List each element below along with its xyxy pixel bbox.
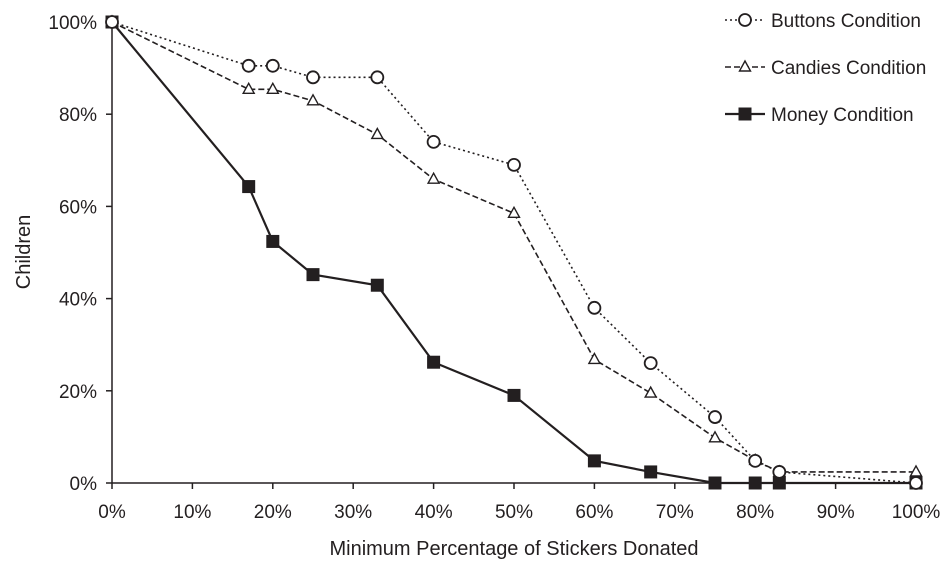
legend-item: Money Condition (725, 105, 914, 126)
legend-label: Candies Condition (771, 58, 926, 79)
y-tick-label: 40% (59, 290, 97, 311)
x-tick-label: 10% (173, 502, 211, 523)
triangle-marker (426, 171, 441, 184)
series-money-condition (105, 15, 923, 490)
x-tick-label: 70% (656, 502, 694, 523)
legend-label: Buttons Condition (771, 11, 921, 32)
circle-marker (265, 58, 280, 73)
x-tick-label: 20% (254, 502, 292, 523)
square-marker (266, 234, 280, 248)
legend-item: Buttons Condition (725, 11, 921, 32)
series-buttons-condition (105, 15, 923, 490)
triangle-marker (266, 81, 280, 95)
x-tick-label: 30% (334, 502, 372, 523)
x-tick-label: 80% (736, 502, 774, 523)
triangle-marker (708, 430, 722, 443)
circle-marker (643, 356, 658, 371)
circle-marker (708, 410, 722, 424)
circle-marker (507, 158, 521, 172)
x-tick-label: 40% (415, 502, 453, 523)
y-tick-label: 0% (70, 474, 98, 495)
square-marker (708, 476, 722, 490)
circle-marker (105, 15, 119, 29)
x-tick-label: 50% (495, 502, 533, 523)
circle-marker (587, 300, 602, 315)
x-tick-label: 90% (817, 502, 855, 523)
x-tick-label: 60% (575, 502, 613, 523)
y-axis-label: Children (13, 215, 35, 289)
series-candies-condition (105, 14, 923, 477)
square-marker (587, 454, 601, 468)
legend: Buttons Condition Candies Condition Money … (725, 11, 926, 126)
y-tick-label: 100% (48, 13, 97, 34)
series-line (111, 21, 916, 485)
x-ticks: 0% 10% 20% 30% 40% 50% 60% 70% 80% 90% 100% (98, 483, 940, 523)
x-tick-label: 0% (98, 502, 126, 523)
circle-marker (738, 13, 752, 27)
x-tick-label: 100% (892, 502, 941, 523)
y-tick-label: 80% (59, 105, 97, 126)
square-marker (306, 268, 320, 282)
circle-marker (306, 70, 320, 85)
square-marker (427, 355, 441, 369)
triangle-marker (909, 464, 923, 477)
y-tick-label: 20% (59, 382, 97, 403)
square-marker (242, 180, 256, 194)
square-marker (748, 476, 762, 490)
series-line (111, 21, 916, 473)
square-marker (644, 465, 658, 479)
triangle-marker (241, 81, 256, 95)
triangle-marker (738, 59, 752, 72)
axes (111, 22, 916, 484)
circle-marker (370, 70, 385, 85)
triangle-marker (587, 351, 602, 365)
series-line (111, 21, 917, 484)
circle-marker (426, 134, 441, 149)
legend-label: Money Condition (771, 105, 914, 126)
triangle-marker (507, 205, 521, 219)
triangle-marker (643, 385, 658, 398)
y-ticks: 0% 20% 40% 60% 80% 100% (48, 13, 112, 495)
legend-item: Candies Condition (725, 58, 926, 79)
x-axis-label: Minimum Percentage of Stickers Donated (329, 538, 698, 560)
square-marker (507, 388, 521, 402)
y-tick-label: 60% (59, 197, 97, 218)
series-layer (105, 14, 923, 490)
triangle-marker (370, 127, 385, 140)
square-marker (738, 107, 752, 121)
circle-marker (241, 58, 256, 73)
square-marker (370, 278, 384, 292)
circle-marker (748, 453, 763, 468)
circle-marker (909, 476, 923, 490)
circle-marker (772, 465, 787, 479)
triangle-marker (306, 93, 320, 106)
